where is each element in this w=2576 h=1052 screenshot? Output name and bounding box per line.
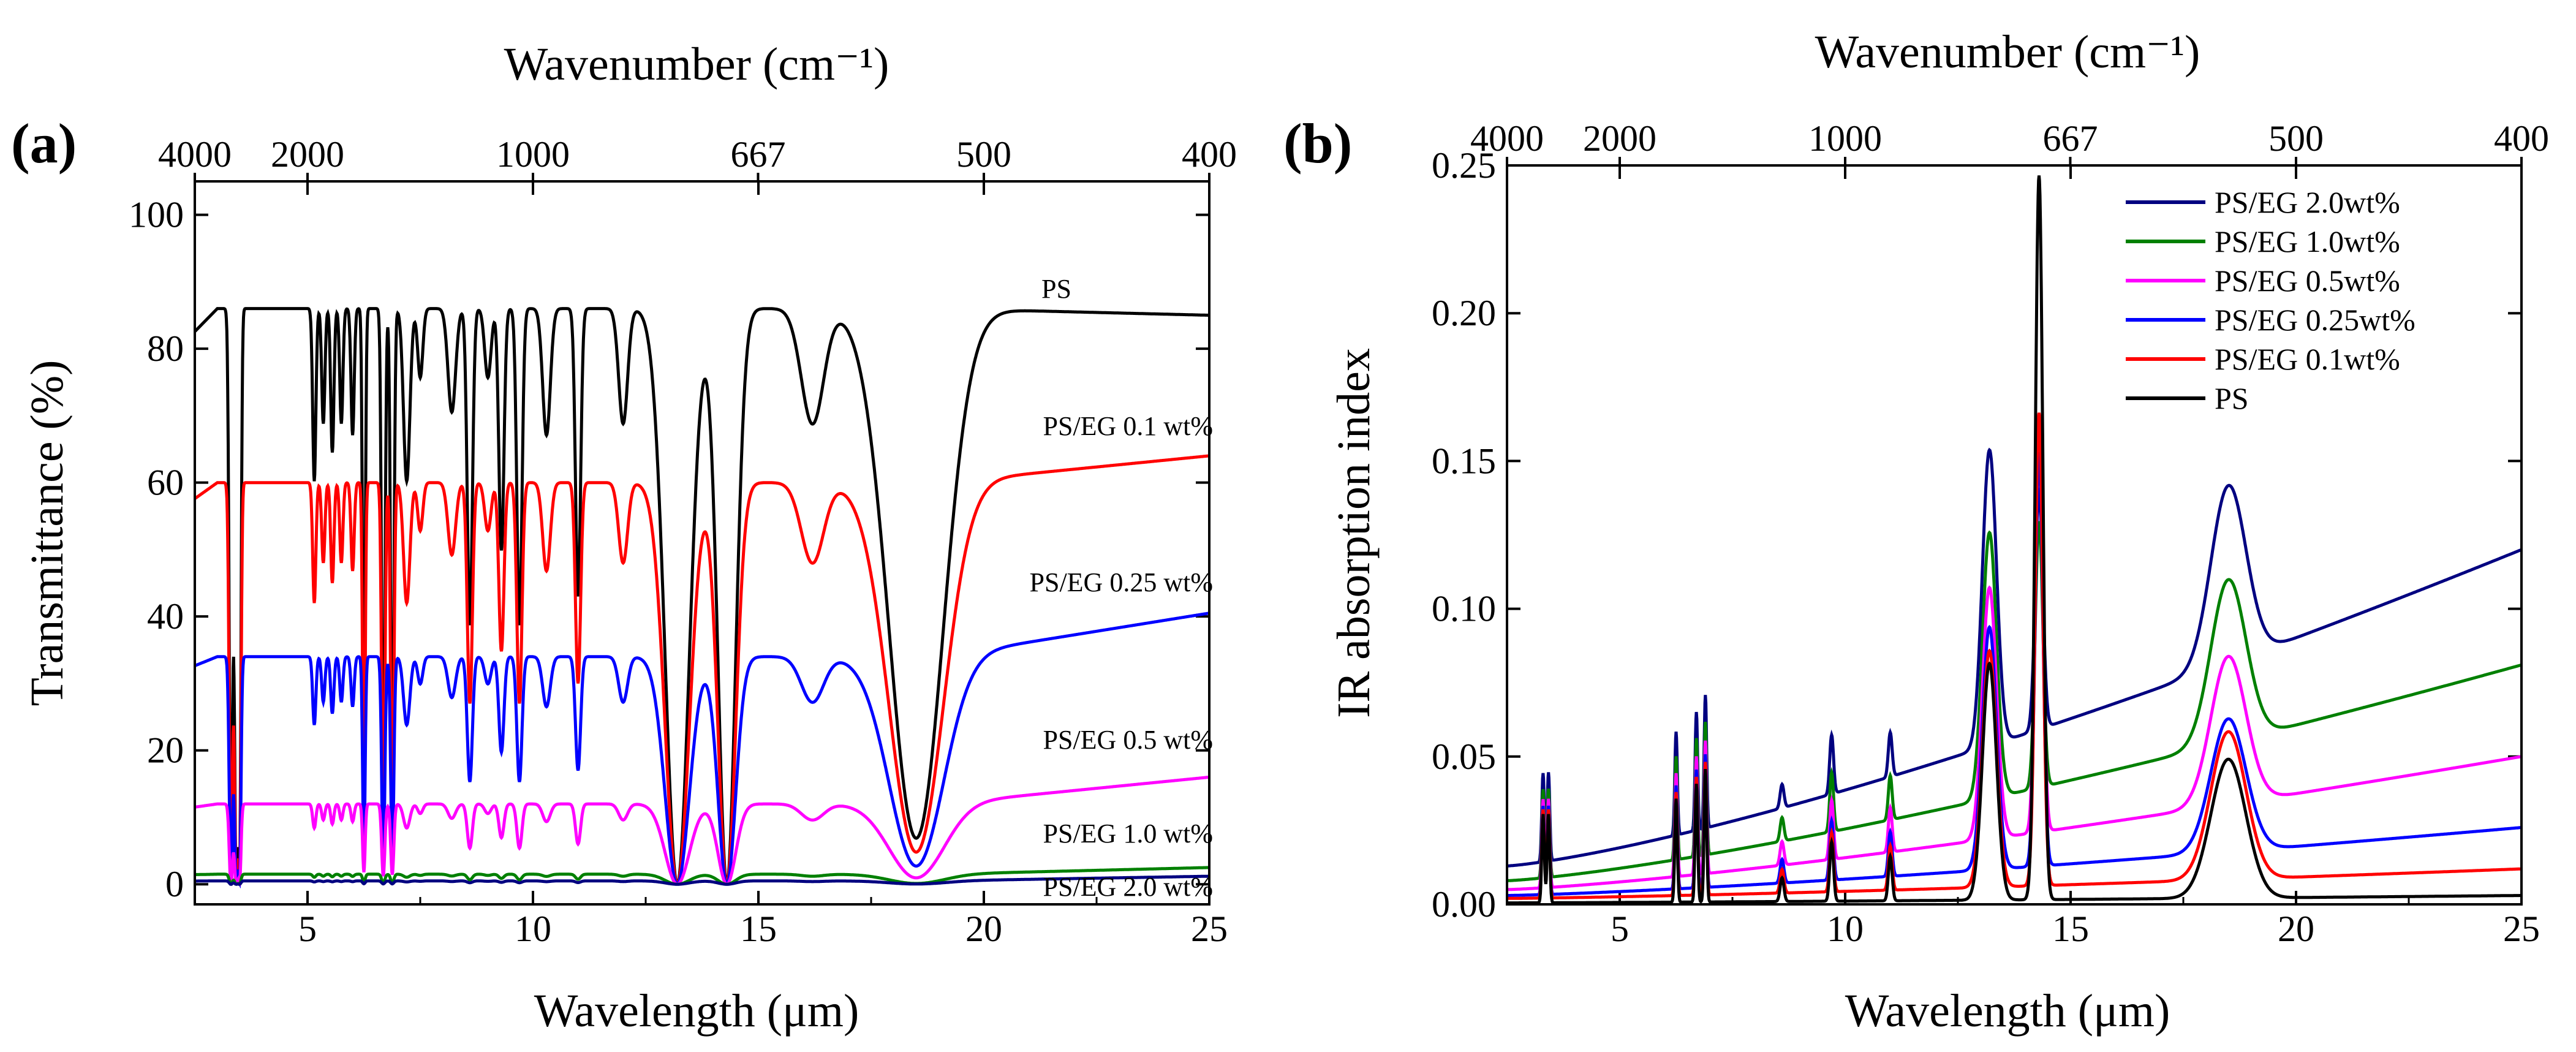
top-tick-label: 2000	[1583, 118, 1656, 159]
panel-b-series	[1506, 175, 2522, 905]
y-tick-label: 0	[165, 864, 184, 904]
legend-label: PS	[2215, 381, 2249, 415]
series-line-2	[1507, 447, 2522, 891]
legend-label: PS/EG 0.5wt%	[2215, 263, 2400, 298]
top-tick-label: 500	[2268, 118, 2324, 159]
y-tick-label: 20	[147, 730, 184, 771]
x-tick-label: 20	[2278, 909, 2314, 949]
x-tick-label: 25	[2503, 909, 2540, 949]
top-tick-label: 4000	[158, 134, 232, 175]
panel-a: (a) Wavenumber (cm⁻¹) Wavelength (μm) Tr…	[11, 39, 1237, 1037]
panel-b-top-xlabel: Wavenumber (cm⁻¹)	[1815, 26, 2200, 78]
series-line-4	[1506, 412, 2521, 900]
series-annotation: PS/EG 2.0 wt%	[1043, 872, 1213, 902]
series-annotation: PS/EG 0.1 wt%	[1043, 411, 1213, 441]
panel-a-frame	[194, 180, 1211, 906]
x-tick-label: 5	[1611, 909, 1629, 949]
top-tick-label: 667	[730, 134, 785, 175]
panel-a-annotations: PS PS/EG 0.1 wt% PS/EG 0.25 wt% PS/EG 0.5 w…	[1030, 274, 1213, 902]
series-line-5	[1507, 175, 2521, 905]
series-line-3	[1507, 452, 2521, 897]
series-annotation: PS/EG 0.5 wt%	[1043, 725, 1213, 755]
x-tick-label: 5	[298, 909, 317, 949]
x-tick-label: 25	[1191, 909, 1228, 949]
series-annotation: PS	[1041, 274, 1071, 304]
panel-a-label: (a)	[11, 112, 77, 175]
y-tick-label: 0.05	[1432, 736, 1496, 777]
series-line-3	[194, 775, 1210, 887]
legend-label: PS/EG 2.0wt%	[2215, 185, 2400, 219]
panel-b-label: (b)	[1283, 112, 1352, 175]
panel-a-series	[194, 307, 1210, 889]
y-tick-label: 0.00	[1432, 884, 1496, 925]
top-tick-label: 1000	[496, 134, 570, 175]
x-tick-label: 15	[2052, 909, 2089, 949]
y-tick-label: 0.25	[1432, 145, 1496, 186]
top-tick-label: 500	[956, 134, 1011, 175]
x-tick-label: 10	[515, 909, 551, 949]
y-tick-label: 80	[147, 328, 184, 369]
x-tick-label: 15	[740, 909, 777, 949]
y-tick-label: 100	[129, 195, 184, 235]
panel-a-ylabel: Transmittance (%)	[21, 360, 73, 706]
top-tick-label: 667	[2042, 118, 2098, 159]
panel-a-ticks: 5 10 15 20 25 0 20 40 60 80 100 4000 2000 1000 667 500 4…	[129, 134, 1237, 949]
panel-a-top-xlabel: Wavenumber (cm⁻¹)	[504, 39, 890, 90]
top-tick-label: 400	[1182, 134, 1237, 175]
panel-b-legend: PS/EG 2.0wt% PS/EG 1.0wt% PS/EG 0.5wt% PS/E…	[2126, 185, 2415, 415]
x-tick-label: 20	[965, 909, 1002, 949]
series-annotation: PS/EG 0.25 wt%	[1030, 567, 1213, 597]
y-tick-label: 0.10	[1432, 589, 1496, 629]
panel-b: (b) Wavenumber (cm⁻¹) Wavelength (μm) IR…	[1283, 26, 2549, 1037]
top-tick-label: 400	[2494, 118, 2549, 159]
y-tick-label: 0.15	[1432, 441, 1496, 481]
top-tick-label: 2000	[271, 134, 344, 175]
series-line-0	[1507, 447, 2522, 868]
y-tick-label: 60	[147, 463, 184, 503]
panel-b-frame	[1506, 164, 2523, 906]
series-line-5	[195, 874, 1209, 886]
panel-b-xlabel: Wavelength (μm)	[1845, 985, 2170, 1037]
legend-label: PS/EG 0.25wt%	[2215, 303, 2415, 337]
y-tick-label: 40	[147, 596, 184, 637]
y-tick-label: 0.20	[1432, 293, 1496, 333]
top-tick-label: 1000	[1808, 118, 1882, 159]
x-tick-label: 10	[1827, 909, 1864, 949]
legend-label: PS/EG 1.0wt%	[2215, 224, 2400, 259]
series-line-1	[1507, 521, 2522, 882]
panel-b-ylabel: IR absorption index	[1328, 348, 1380, 718]
series-annotation: PS/EG 1.0 wt%	[1043, 819, 1213, 849]
legend-label: PS/EG 0.1wt%	[2215, 342, 2400, 376]
panel-a-xlabel: Wavelength (μm)	[534, 985, 859, 1037]
top-tick-label: 4000	[1470, 118, 1544, 159]
